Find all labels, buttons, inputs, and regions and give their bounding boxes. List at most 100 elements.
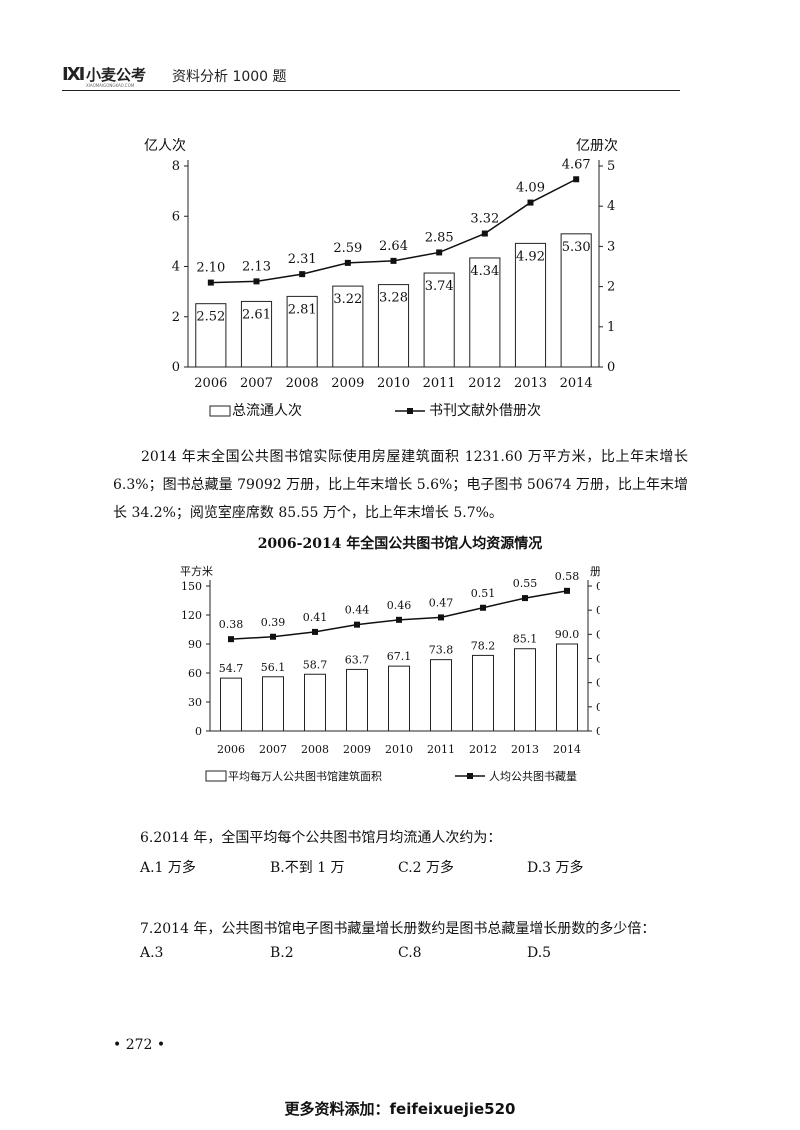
x-tick-label: 2008: [286, 376, 319, 391]
line-value-label: 0.58: [555, 570, 580, 583]
q6-option-a[interactable]: A.1 万多: [140, 860, 196, 876]
line-point: [390, 257, 397, 264]
legend-bar-label: 平均每万人公共图书馆建筑面积: [228, 769, 382, 783]
bar-value-label: 3.74: [425, 279, 454, 294]
line-point: [481, 230, 488, 237]
q7-option-b[interactable]: B.2: [270, 945, 294, 961]
bar-value-label: 3.22: [333, 292, 362, 307]
bar-value-label: 78.2: [471, 639, 496, 652]
x-tick-label: 2011: [427, 743, 455, 756]
line-value-label: 0.38: [219, 618, 244, 631]
x-tick-label: 2007: [240, 376, 273, 391]
bar-value-label: 63.7: [345, 653, 370, 666]
right-tick-label: 0.1: [596, 701, 600, 714]
brand-logo: IXI 小麦公考 XIAOMAIGONGKAO.COM: [62, 64, 162, 88]
left-axis-unit: 亿人次: [144, 138, 186, 154]
line-point: [396, 616, 402, 623]
line-value-label: 2.59: [333, 241, 362, 256]
bar: [472, 654, 494, 732]
line-value-label: 3.32: [470, 212, 499, 227]
legend-bar-label: 总流通人次: [232, 403, 302, 419]
right-tick-label: 0: [607, 360, 615, 375]
x-tick-label: 2012: [469, 743, 497, 756]
bar: [556, 643, 578, 732]
line-value-label: 4.67: [562, 157, 591, 172]
line-point: [253, 278, 260, 285]
q7-option-c[interactable]: C.8: [398, 945, 422, 961]
left-tick-label: 60: [188, 667, 202, 680]
line-point: [354, 621, 360, 628]
legend-bar-swatch: [209, 405, 231, 417]
chart-library-circulation: 0 2 4 6 8 0 1 2 3 4 5 亿人次 亿册次 2.52 2.61 2.81 3.22 3.28 3.7…: [144, 138, 618, 419]
q6-option-d[interactable]: D.3 万多: [527, 860, 584, 876]
line-value-label: 0.39: [261, 616, 286, 629]
x-tick-label: 2008: [301, 743, 329, 756]
book-title: 资料分析 1000 题: [172, 69, 287, 85]
line-point: [527, 199, 534, 206]
left-axis-unit: 平方米: [180, 564, 213, 578]
right-tick-label: 0.4: [596, 628, 600, 641]
line-point: [344, 259, 351, 266]
right-tick-label: 1: [607, 320, 615, 335]
line-point: [207, 279, 214, 286]
bar-value-label: 4.92: [516, 249, 545, 264]
page-number: • 272 •: [113, 1037, 166, 1053]
q7-option-a[interactable]: A.3: [140, 945, 164, 961]
question-7: 7.2014 年，公共图书馆电子图书藏量增长册数约是图书总藏量增长册数的多少倍：: [140, 921, 656, 937]
left-tick-label: 90: [188, 638, 202, 651]
x-tick-label: 2010: [377, 376, 410, 391]
x-tick-label: 2009: [343, 743, 371, 756]
bar: [220, 677, 242, 732]
right-tick-label: 3: [607, 239, 615, 254]
x-tick-label: 2013: [511, 743, 539, 756]
bar: [304, 673, 326, 732]
left-tick-label: 0: [195, 725, 202, 738]
line-point: [228, 636, 234, 643]
line-value-label: 2.10: [196, 261, 225, 276]
bar-value-label: 73.8: [429, 644, 454, 657]
right-tick-label: 0.3: [596, 653, 600, 666]
line-point: [438, 614, 444, 621]
chart-title: 2006-2014 年全国公共图书馆人均资源情况: [257, 536, 543, 552]
line-value-label: 2.13: [242, 259, 271, 274]
line-value-label: 2.31: [288, 252, 317, 267]
line-value-label: 0.46: [387, 599, 412, 612]
bar-value-label: 67.1: [387, 650, 412, 663]
q7-option-d[interactable]: D.5: [527, 945, 552, 961]
bar: [240, 300, 273, 368]
line-value-label: 0.47: [429, 596, 454, 609]
q6-option-c[interactable]: C.2 万多: [398, 860, 455, 876]
right-tick-label: 0.6: [596, 580, 600, 593]
right-tick-label: 0: [596, 725, 600, 738]
line-point: [522, 595, 528, 602]
q6-option-b[interactable]: B.不到 1 万: [270, 860, 345, 876]
right-tick-label: 2: [607, 280, 615, 295]
right-axis-unit: 册: [590, 565, 600, 578]
line-value-label: 0.55: [513, 577, 538, 590]
legend-line-label: 人均公共图书藏量: [489, 770, 577, 783]
left-tick-label: 6: [172, 209, 180, 224]
bar-value-label: 56.1: [261, 661, 286, 674]
bar: [423, 272, 455, 368]
bar-value-label: 90.0: [555, 628, 580, 641]
right-tick-label: 5: [607, 159, 615, 174]
legend-line-marker: [467, 773, 473, 779]
bar-value-label: 3.28: [379, 291, 408, 306]
line-point: [312, 628, 318, 635]
line-point: [573, 176, 580, 183]
line-point: [299, 271, 306, 278]
line-value-label: 0.41: [303, 611, 328, 624]
logo-icon: IXI: [62, 64, 85, 85]
bar: [514, 242, 547, 368]
x-tick-label: 2009: [331, 376, 364, 391]
bar-value-label: 58.7: [303, 658, 328, 671]
line-point: [436, 249, 443, 256]
right-tick-label: 4: [607, 199, 615, 214]
x-tick-label: 2013: [514, 376, 547, 391]
right-tick-label: 0.2: [596, 677, 600, 690]
left-tick-label: 8: [172, 159, 180, 174]
line-value-label: 0.51: [471, 587, 496, 600]
line-point: [480, 604, 486, 611]
footer-note: 更多资料添加：feifeixuejie520: [284, 1100, 516, 1118]
bar-value-label: 85.1: [513, 633, 538, 646]
